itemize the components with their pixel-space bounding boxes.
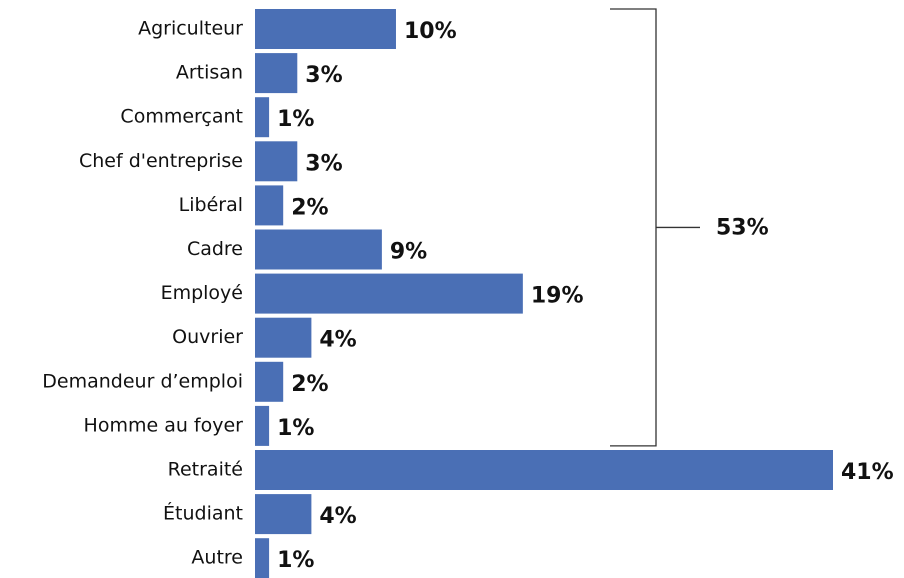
bar [255, 141, 298, 182]
bracket-line [610, 8, 700, 447]
value-label: 3% [305, 151, 342, 176]
value-label: 10% [404, 19, 457, 44]
category-label: Étudiant [163, 502, 243, 525]
category-label: Ouvrier [172, 326, 243, 348]
category-label: Homme au foyer [84, 414, 244, 436]
bar [255, 538, 270, 578]
category-label: Libéral [179, 194, 243, 216]
value-label: 2% [291, 195, 328, 220]
bracket [610, 8, 700, 447]
bar [255, 361, 284, 402]
bar [255, 273, 523, 314]
category-label: Demandeur d’emploi [42, 370, 243, 392]
value-label: 4% [319, 328, 356, 353]
bar [255, 185, 284, 226]
value-label: 4% [319, 504, 356, 529]
value-label: 9% [390, 240, 427, 265]
value-label: 1% [277, 416, 314, 441]
value-label: 1% [277, 548, 314, 573]
bar [255, 97, 270, 138]
value-label: 2% [291, 372, 328, 397]
category-label: Chef d'entreprise [79, 150, 243, 172]
value-label: 3% [305, 63, 342, 88]
category-label: Employé [161, 282, 243, 304]
bar [255, 317, 312, 358]
category-label: Autre [191, 547, 243, 569]
category-label: Cadre [187, 238, 243, 260]
category-label: Retraité [168, 459, 243, 481]
value-label: 1% [277, 107, 314, 132]
category-label: Commerçant [120, 106, 243, 128]
category-label: Agriculteur [138, 18, 243, 40]
bar [255, 229, 382, 270]
bar [255, 405, 270, 446]
value-label: 19% [531, 284, 584, 309]
bar [255, 450, 833, 490]
annotation: 53% [716, 215, 769, 240]
bar [255, 53, 298, 94]
value-label: 41% [841, 460, 894, 485]
bar [255, 9, 396, 49]
category-label: Artisan [176, 62, 243, 84]
bar [255, 494, 312, 535]
